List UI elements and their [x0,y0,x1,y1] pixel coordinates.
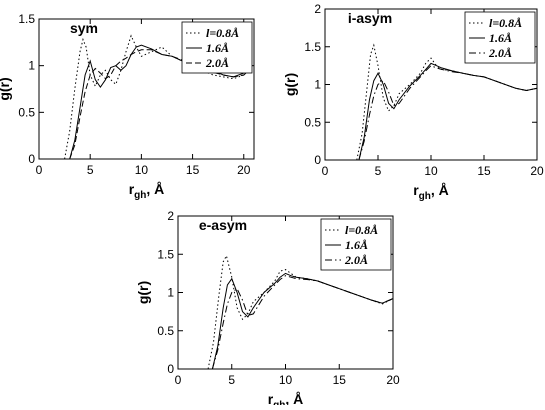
x-tick-label: 10 [279,373,293,387]
x-tick-label: 0 [322,164,329,178]
series-line-1 [211,272,394,370]
y-tick-label: 0 [314,153,321,167]
y-tick-label: 2 [314,2,321,16]
y-axis-title: g(r) [0,77,12,100]
series-line-2 [211,275,394,370]
y-tick-label: 1.5 [18,12,35,26]
legend-entry: 1.6Å [489,31,512,45]
y-tick-label: 0 [28,152,35,166]
series-line-2 [358,65,538,161]
x-tick-label: 15 [477,164,491,178]
chart-panel-e-asym: 0 5 10 15 20 0 0.5 1 1.5 2 e-asym l=0.8Å1.6Å2.0Å g(r… [135,209,400,410]
x-tick-label: 20 [386,373,400,387]
chart-panel-i-asym: 0 5 10 15 20 0 0.5 1 1.5 2 i-asym l=0.8Å1.6Å2.0Å g(r… [282,2,544,202]
legend-entry: 1.6Å [206,41,229,55]
legend-entry: 2.0Å [344,253,368,267]
x-tick-label: 20 [530,164,544,178]
x-tick-label: 5 [228,373,235,387]
x-axis-title: rgh, Å [129,181,165,201]
series-line-0 [356,43,538,161]
y-axis-title: g(r) [135,281,151,304]
y-tick-label: 1.5 [157,247,174,261]
legend-entry: 2.0Å [205,56,229,70]
y-axis-title: g(r) [282,73,298,96]
x-tick-label: 10 [424,164,438,178]
y-tick-label: 1 [314,78,321,92]
panel-title: sym [70,20,98,36]
x-tick-label: 5 [87,163,94,177]
y-tick-label: 1 [167,286,174,300]
x-tick-label: 15 [186,163,200,177]
legend-entry: l=0.8Å [489,16,522,30]
y-tick-label: 1.5 [304,40,321,54]
legend-entry: l=0.8Å [345,223,378,237]
x-tick-label: 15 [333,373,347,387]
y-tick-label: 0.5 [304,115,321,129]
y-tick-label: 0 [167,362,174,376]
series-line-1 [358,62,538,161]
legend-entry: l=0.8Å [206,26,239,40]
x-tick-label: 20 [237,163,251,177]
y-tick-label: 1 [28,59,35,73]
chart-panel-sym: 0 5 10 15 20 0 0.5 1 1.5 sym l=0.8Å1.6Å2.0Å g(r) rgh… [0,12,255,201]
legend-entry: 2.0Å [488,46,512,60]
series-line-0 [207,254,394,370]
legend-entry: 1.6Å [345,238,368,252]
x-tick-label: 0 [175,373,182,387]
x-tick-label: 5 [375,164,382,178]
x-axis-title: rgh, Å [413,182,449,202]
y-tick-label: 0.5 [18,105,35,119]
y-tick-label: 2 [167,209,174,223]
panel-title: e-asym [199,217,247,233]
y-tick-label: 0.5 [157,324,174,338]
x-tick-label: 0 [36,163,43,177]
plot-frame [38,18,255,160]
x-axis-title: rgh, Å [268,391,304,405]
x-tick-label: 10 [135,163,149,177]
panel-title: i-asym [348,10,392,26]
